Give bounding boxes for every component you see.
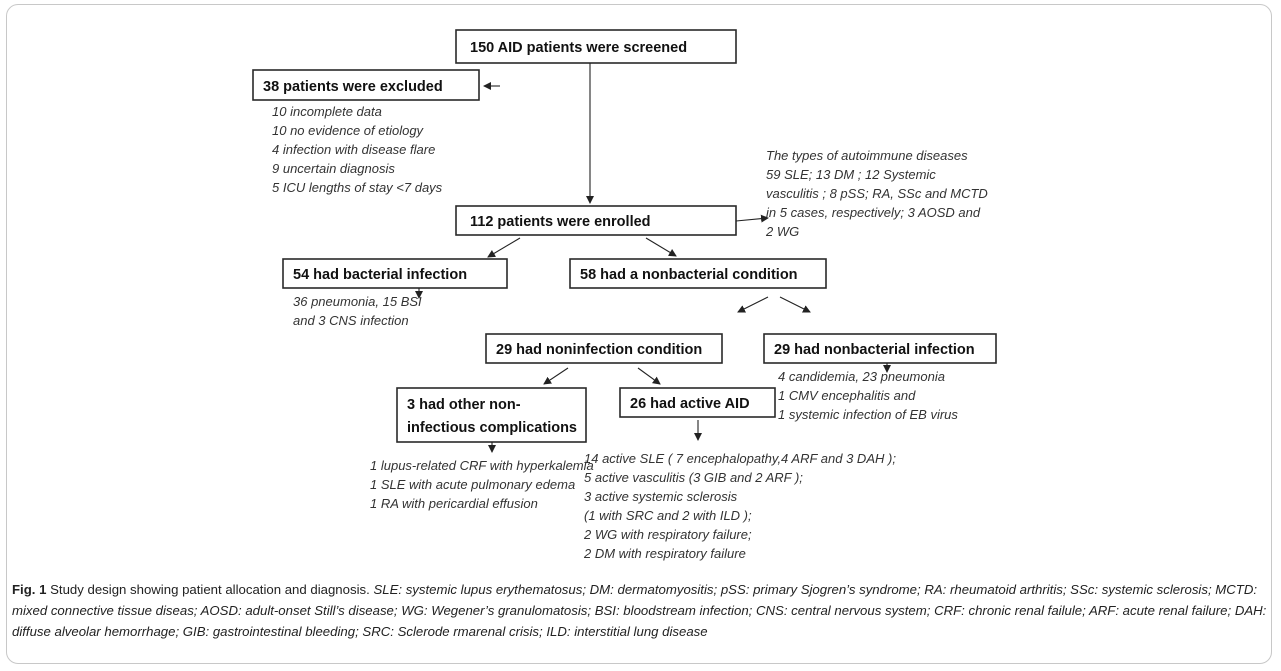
disease-types-note: The types of autoimmune diseases 59 SLE;… <box>765 148 991 239</box>
svg-text:29 had noninfection condition: 29 had noninfection condition <box>496 342 702 358</box>
svg-text:infectious complications: infectious complications <box>407 420 577 436</box>
svg-text:112 patients were enrolled: 112 patients were enrolled <box>470 214 651 230</box>
svg-text:38 patients were excluded: 38 patients were excluded <box>263 79 443 95</box>
box-other-complications: 3 had other non- infectious complication… <box>396 387 587 443</box>
svg-text:150 AID patients were screened: 150 AID patients were screened <box>470 40 687 56</box>
svg-text:26 had active AID: 26 had active AID <box>630 396 750 412</box>
box-bacterial-infection: 54 had bacterial infection <box>282 258 508 289</box>
arrow-to-active-aid <box>637 367 661 385</box>
excluded-reasons: 10 incomplete data 10 no evidence of eti… <box>272 104 443 195</box>
arrow-to-types <box>735 214 769 223</box>
svg-text:54 had bacterial infection: 54 had bacterial infection <box>293 267 467 283</box>
svg-text:3 had other non-: 3 had other non- <box>407 397 521 413</box>
box-noninfection-condition: 29 had noninfection condition <box>485 333 723 364</box>
box-nonbacterial-condition: 58 had a nonbacterial condition <box>569 258 827 289</box>
box-enrolled: 112 patients were enrolled <box>455 205 737 236</box>
figure-caption: Fig. 1 Study design showing patient allo… <box>12 579 1267 642</box>
figure-frame <box>6 4 1272 664</box>
caption-title: Study design showing patient allocation … <box>50 582 370 597</box>
arrow-to-other <box>543 367 569 385</box>
other-complications-notes: 1 lupus-related CRF with hyperkalemia 1 … <box>370 458 597 511</box>
svg-text:58 had a nonbacterial conditio: 58 had a nonbacterial condition <box>580 267 798 283</box>
box-screened: 150 AID patients were screened <box>455 29 737 64</box>
active-aid-notes: 14 active SLE ( 7 encephalopathy,4 ARF a… <box>583 451 900 561</box>
nonbacterial-infection-notes: 4 candidemia, 23 pneumonia 1 CMV encepha… <box>778 369 958 422</box>
flow-diagram: 150 AID patients were screened 38 patien… <box>252 29 997 561</box>
arrow-to-nonbacterial-infection <box>779 296 811 313</box>
arrow-to-bacterial <box>487 237 521 258</box>
bacterial-infection-notes: 36 pneumonia, 15 BSI and 3 CNS infection <box>293 294 425 328</box>
arrow-to-nonbacterial-condition <box>645 237 677 257</box>
box-nonbacterial-infection: 29 had nonbacterial infection <box>763 333 997 364</box>
box-excluded: 38 patients were excluded <box>252 69 480 101</box>
caption-label: Fig. 1 <box>12 582 47 597</box>
arrows <box>415 63 891 453</box>
box-active-aid: 26 had active AID <box>619 387 776 418</box>
svg-text:29 had nonbacterial infection: 29 had nonbacterial infection <box>774 342 975 358</box>
caption-abbreviations: SLE: systemic lupus erythematosus; DM: d… <box>12 582 1267 639</box>
arrow-to-noninfection <box>737 296 769 313</box>
